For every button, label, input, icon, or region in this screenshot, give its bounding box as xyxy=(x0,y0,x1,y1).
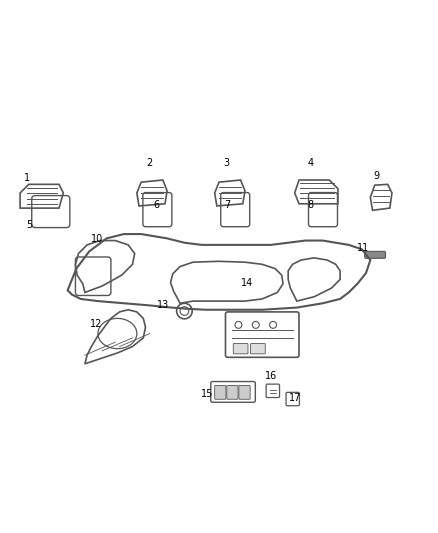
Text: 16: 16 xyxy=(265,371,277,381)
FancyBboxPatch shape xyxy=(239,385,250,399)
Text: 4: 4 xyxy=(307,158,314,168)
FancyBboxPatch shape xyxy=(233,343,248,354)
FancyBboxPatch shape xyxy=(251,343,265,354)
Text: 3: 3 xyxy=(223,158,230,168)
FancyBboxPatch shape xyxy=(227,385,238,399)
Text: 17: 17 xyxy=(289,393,301,403)
Text: 8: 8 xyxy=(307,200,314,209)
FancyBboxPatch shape xyxy=(215,385,226,399)
Text: 11: 11 xyxy=(357,243,369,253)
Text: 14: 14 xyxy=(240,278,253,287)
Text: 10: 10 xyxy=(91,235,103,244)
Text: 5: 5 xyxy=(26,220,33,230)
FancyBboxPatch shape xyxy=(365,252,385,259)
Text: 2: 2 xyxy=(146,158,152,168)
Text: 1: 1 xyxy=(24,173,30,183)
Text: 7: 7 xyxy=(225,200,231,209)
Text: 15: 15 xyxy=(201,389,213,399)
Text: 13: 13 xyxy=(157,301,169,310)
Text: 9: 9 xyxy=(374,171,380,181)
Text: 12: 12 xyxy=(89,319,102,328)
Text: 6: 6 xyxy=(153,200,159,209)
